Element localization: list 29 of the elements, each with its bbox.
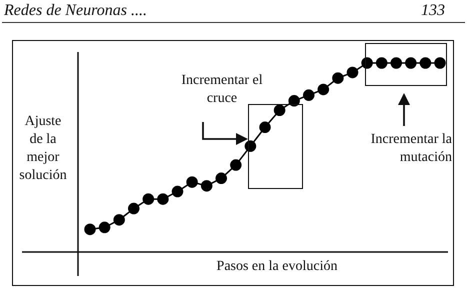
point: [113, 214, 125, 226]
point: [303, 89, 314, 101]
point: [98, 222, 110, 234]
annotation: Incrementar el cruce: [180, 72, 264, 108]
point: [142, 193, 154, 205]
y-axis-title: Ajuste de la mejor solución: [18, 113, 68, 185]
point: [346, 66, 358, 78]
point: [200, 180, 212, 192]
point: [84, 224, 96, 236]
point: [420, 57, 432, 69]
x-axis-title: Pasos en la evolución: [216, 258, 338, 276]
point: [288, 95, 300, 107]
text: 133: [421, 2, 445, 20]
point: [390, 57, 402, 69]
point: [332, 72, 344, 84]
point: [274, 104, 286, 116]
point: [434, 57, 446, 69]
annotation: Incrementar la mutación: [370, 131, 452, 167]
point: [216, 172, 227, 184]
point: [230, 159, 242, 171]
point: [405, 57, 417, 69]
point: [376, 57, 388, 69]
text: Redes de Neuronas ....: [4, 2, 147, 20]
point: [128, 202, 140, 214]
point: [172, 186, 184, 198]
point: [259, 122, 271, 134]
point: [318, 84, 330, 96]
point: [186, 176, 198, 188]
point: [157, 193, 169, 205]
